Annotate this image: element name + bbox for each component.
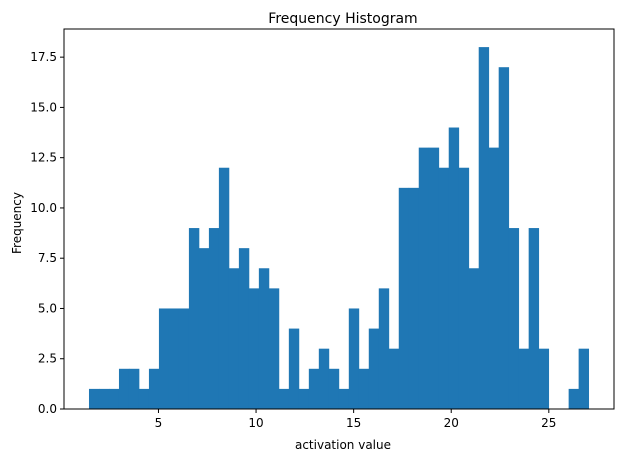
histogram-bar bbox=[238, 248, 250, 409]
histogram-bar bbox=[448, 127, 460, 410]
histogram-bar bbox=[438, 167, 450, 409]
histogram-bar bbox=[108, 388, 120, 409]
histogram-bar bbox=[208, 228, 220, 409]
histogram-bar bbox=[288, 328, 300, 409]
histogram-bar bbox=[98, 388, 110, 409]
histogram-bar bbox=[478, 47, 490, 409]
bars-layer bbox=[88, 47, 590, 410]
histogram-bar bbox=[378, 288, 390, 409]
histogram-bar bbox=[418, 147, 430, 409]
histogram-bar bbox=[148, 368, 160, 409]
x-tick-label: 10 bbox=[248, 416, 263, 430]
histogram-bar bbox=[328, 368, 340, 409]
histogram-bar bbox=[368, 328, 380, 409]
histogram-bar bbox=[128, 368, 140, 409]
histogram-bar bbox=[278, 388, 290, 409]
y-tick-label: 2.5 bbox=[38, 352, 57, 366]
histogram-bar bbox=[298, 388, 310, 409]
histogram-bar bbox=[168, 308, 180, 409]
histogram-bar bbox=[318, 348, 330, 409]
y-tick-label: 17.5 bbox=[30, 50, 57, 64]
y-tick-label: 7.5 bbox=[38, 251, 57, 265]
histogram-bar bbox=[528, 228, 540, 409]
histogram-bar bbox=[338, 388, 350, 409]
histogram-bar bbox=[268, 288, 280, 409]
histogram-bar bbox=[198, 248, 210, 409]
x-axis-label: activation value bbox=[295, 438, 391, 452]
histogram-bar bbox=[408, 187, 420, 409]
y-tick-label: 12.5 bbox=[30, 151, 57, 165]
histogram-bar bbox=[508, 228, 520, 409]
x-tick-label: 5 bbox=[155, 416, 163, 430]
histogram-bar bbox=[488, 147, 500, 409]
plot-frame bbox=[63, 28, 615, 410]
y-tick-label: 5.0 bbox=[38, 301, 57, 315]
y-tick-label: 0.0 bbox=[38, 402, 57, 416]
histogram-bar bbox=[88, 388, 100, 409]
histogram-bar bbox=[498, 67, 510, 409]
histogram-bar bbox=[228, 268, 240, 409]
histogram-bar bbox=[358, 368, 370, 409]
histogram-bar bbox=[178, 308, 190, 409]
histogram-bar bbox=[428, 147, 440, 409]
histogram-bar bbox=[518, 348, 530, 409]
histogram-bar bbox=[468, 268, 480, 409]
x-tick-label: 20 bbox=[444, 416, 459, 430]
histogram-bar bbox=[218, 167, 230, 409]
histogram-bar bbox=[458, 167, 470, 409]
histogram-bar bbox=[308, 368, 320, 409]
histogram-bar bbox=[248, 288, 260, 409]
chart-title: Frequency Histogram bbox=[268, 11, 417, 27]
histogram-bar bbox=[568, 388, 580, 409]
histogram-bar bbox=[398, 187, 410, 409]
histogram-bar bbox=[188, 228, 200, 409]
histogram-bar bbox=[578, 348, 590, 409]
y-axis-label: Frequency bbox=[10, 192, 24, 254]
histogram-bar bbox=[388, 348, 400, 409]
y-tick-label: 10.0 bbox=[30, 201, 57, 215]
histogram-bar bbox=[538, 348, 550, 409]
x-tick-label: 25 bbox=[541, 416, 556, 430]
histogram-bar bbox=[158, 308, 170, 409]
histogram-bar bbox=[258, 268, 270, 409]
axes-layer: 5 10 15 20 25 0.0 2.5 5.0 7.5 10.0 12.5 15.0 17.5 bbox=[30, 28, 615, 430]
histogram-bar bbox=[118, 368, 130, 409]
histogram-bar bbox=[138, 388, 150, 409]
histogram-bar bbox=[348, 308, 360, 409]
y-tick-label: 15.0 bbox=[30, 100, 57, 114]
x-tick-label: 15 bbox=[346, 416, 361, 430]
